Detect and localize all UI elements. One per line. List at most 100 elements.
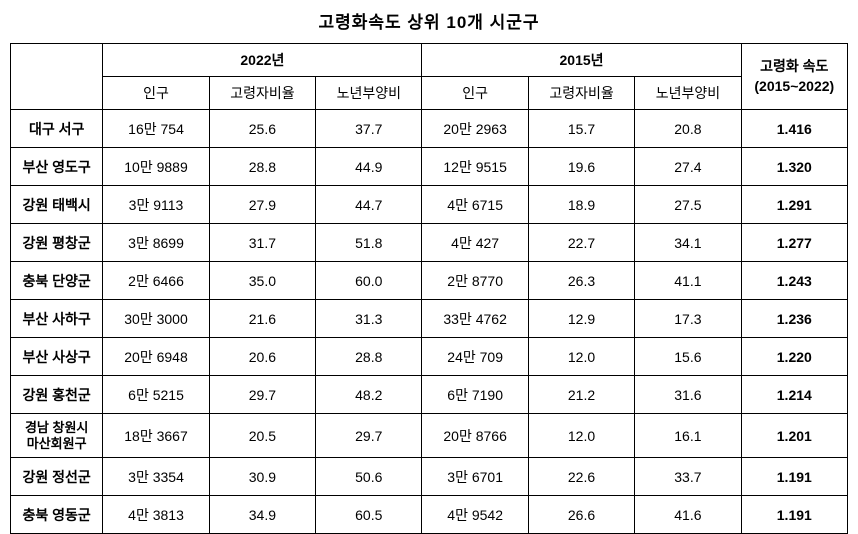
cell-pop-2015: 2만 8770 [422,262,528,300]
header-elder-2015: 고령자비율 [528,77,634,110]
cell-dep-2022: 44.7 [316,186,422,224]
cell-elder-2015: 26.3 [528,262,634,300]
header-year-2022: 2022년 [103,44,422,77]
cell-speed: 1.214 [741,376,847,414]
cell-dep-2015: 15.6 [635,338,741,376]
header-year-2015: 2015년 [422,44,741,77]
cell-pop-2022: 6만 5215 [103,376,209,414]
cell-dep-2015: 41.6 [635,496,741,534]
cell-pop-2015: 33만 4762 [422,300,528,338]
table-row: 부산 사상구20만 694820.628.824만 70912.015.61.2… [11,338,848,376]
cell-elder-2022: 21.6 [209,300,315,338]
header-speed-label: 고령화 속도 [760,58,828,74]
table-row: 강원 평창군3만 869931.751.84만 42722.734.11.277 [11,224,848,262]
cell-pop-2015: 20만 2963 [422,110,528,148]
page-title: 고령화속도 상위 10개 시군구 [10,8,848,33]
cell-region: 충북 단양군 [11,262,103,300]
table-row: 경남 창원시마산회원구18만 366720.529.720만 876612.01… [11,414,848,458]
table-row: 부산 사하구30만 300021.631.333만 476212.917.31.… [11,300,848,338]
header-speed-range: (2015~2022) [754,78,834,94]
cell-pop-2015: 4만 9542 [422,496,528,534]
cell-elder-2022: 27.9 [209,186,315,224]
header-dep-2015: 노년부양비 [635,77,741,110]
header-region-blank [11,44,103,110]
cell-speed: 1.277 [741,224,847,262]
cell-dep-2022: 50.6 [316,458,422,496]
cell-speed: 1.243 [741,262,847,300]
cell-elder-2022: 25.6 [209,110,315,148]
cell-pop-2015: 12만 9515 [422,148,528,186]
cell-dep-2022: 51.8 [316,224,422,262]
cell-elder-2015: 26.6 [528,496,634,534]
cell-dep-2015: 31.6 [635,376,741,414]
cell-dep-2015: 27.4 [635,148,741,186]
cell-region: 부산 사하구 [11,300,103,338]
cell-dep-2022: 31.3 [316,300,422,338]
cell-elder-2022: 20.6 [209,338,315,376]
header-dep-2022: 노년부양비 [316,77,422,110]
cell-speed: 1.191 [741,458,847,496]
cell-speed: 1.220 [741,338,847,376]
cell-pop-2022: 10만 9889 [103,148,209,186]
cell-region: 부산 사상구 [11,338,103,376]
cell-speed: 1.416 [741,110,847,148]
cell-region: 강원 태백시 [11,186,103,224]
cell-elder-2022: 30.9 [209,458,315,496]
cell-pop-2022: 20만 6948 [103,338,209,376]
aging-speed-table: 2022년 2015년 고령화 속도 (2015~2022) 인구 고령자비율 … [10,43,848,534]
cell-pop-2015: 20만 8766 [422,414,528,458]
cell-region: 경남 창원시마산회원구 [11,414,103,458]
cell-dep-2015: 20.8 [635,110,741,148]
cell-elder-2015: 22.6 [528,458,634,496]
cell-pop-2015: 3만 6701 [422,458,528,496]
cell-elder-2022: 34.9 [209,496,315,534]
cell-speed: 1.320 [741,148,847,186]
cell-dep-2015: 27.5 [635,186,741,224]
cell-region: 충북 영동군 [11,496,103,534]
cell-elder-2015: 21.2 [528,376,634,414]
cell-elder-2022: 29.7 [209,376,315,414]
cell-pop-2022: 30만 3000 [103,300,209,338]
cell-elder-2015: 18.9 [528,186,634,224]
cell-elder-2015: 12.0 [528,338,634,376]
header-pop-2022: 인구 [103,77,209,110]
cell-elder-2015: 15.7 [528,110,634,148]
cell-elder-2015: 19.6 [528,148,634,186]
cell-pop-2022: 16만 754 [103,110,209,148]
cell-dep-2015: 34.1 [635,224,741,262]
cell-region: 대구 서구 [11,110,103,148]
cell-dep-2022: 60.5 [316,496,422,534]
cell-region: 부산 영도구 [11,148,103,186]
table-row: 대구 서구16만 75425.637.720만 296315.720.81.41… [11,110,848,148]
cell-dep-2022: 29.7 [316,414,422,458]
cell-dep-2015: 41.1 [635,262,741,300]
cell-region: 강원 정선군 [11,458,103,496]
cell-dep-2022: 37.7 [316,110,422,148]
cell-elder-2015: 12.0 [528,414,634,458]
cell-pop-2015: 4만 6715 [422,186,528,224]
cell-elder-2022: 31.7 [209,224,315,262]
cell-dep-2022: 60.0 [316,262,422,300]
table-row: 충북 단양군2만 646635.060.02만 877026.341.11.24… [11,262,848,300]
cell-pop-2015: 4만 427 [422,224,528,262]
cell-region: 강원 홍천군 [11,376,103,414]
cell-pop-2022: 4만 3813 [103,496,209,534]
cell-pop-2015: 6만 7190 [422,376,528,414]
header-pop-2015: 인구 [422,77,528,110]
cell-dep-2015: 17.3 [635,300,741,338]
cell-pop-2022: 2만 6466 [103,262,209,300]
cell-elder-2022: 28.8 [209,148,315,186]
cell-dep-2022: 28.8 [316,338,422,376]
cell-elder-2015: 22.7 [528,224,634,262]
cell-elder-2015: 12.9 [528,300,634,338]
header-elder-2022: 고령자비율 [209,77,315,110]
header-speed: 고령화 속도 (2015~2022) [741,44,847,110]
cell-dep-2022: 44.9 [316,148,422,186]
cell-elder-2022: 20.5 [209,414,315,458]
cell-elder-2022: 35.0 [209,262,315,300]
cell-pop-2022: 18만 3667 [103,414,209,458]
cell-speed: 1.236 [741,300,847,338]
cell-dep-2015: 33.7 [635,458,741,496]
cell-dep-2022: 48.2 [316,376,422,414]
table-row: 강원 홍천군6만 521529.748.26만 719021.231.61.21… [11,376,848,414]
